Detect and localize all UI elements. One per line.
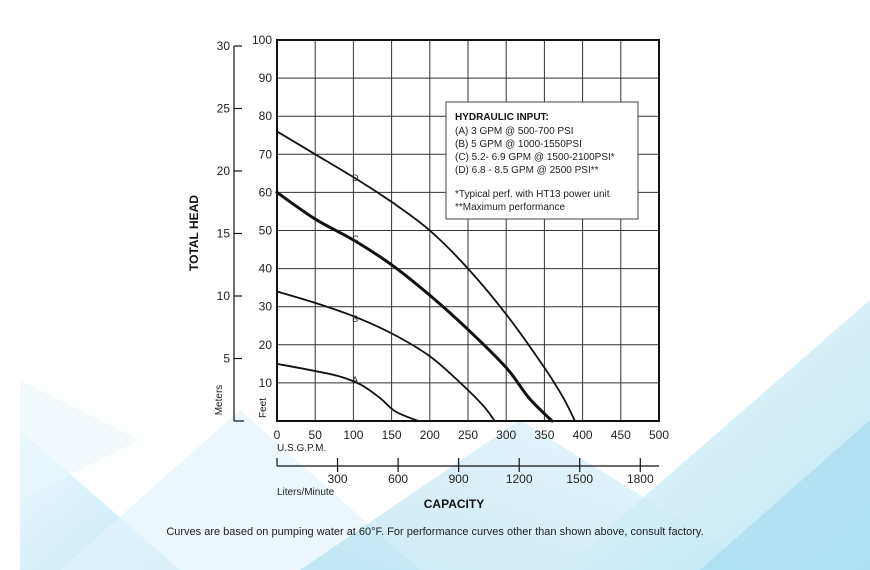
curve-c	[275, 190, 554, 423]
gpm-unit-label: U.S.G.P.M.	[277, 443, 326, 454]
legend-item-c: (C) 5.2- 6.9 GPM @ 1500-2100PSI*	[455, 152, 615, 163]
feet-axis: 10 20 30 40 50 60 70 80 90 100	[252, 33, 272, 390]
feet-tick-label: 100	[252, 33, 272, 47]
legend-note-1: *Typical perf. with HT13 power unit	[455, 189, 610, 200]
feet-tick-label: 50	[259, 224, 273, 238]
gpm-tick-label: 250	[458, 428, 478, 442]
gpm-tick-label: 500	[649, 428, 669, 442]
meter-tick-label: 5	[223, 352, 230, 366]
meters-axis: 5 10 15 20 25 30	[217, 39, 244, 422]
lpm-axis: 300 600 900 1200 1500 1800	[276, 458, 659, 486]
lpm-tick-label: 1500	[566, 472, 593, 486]
feet-tick-label: 40	[259, 262, 273, 276]
lpm-unit-label: Liters/Minute	[277, 487, 335, 498]
chart-footnote: Curves are based on pumping water at 60°…	[166, 526, 704, 538]
legend-item-d: (D) 6.8 - 8.5 GPM @ 2500 PSI**	[455, 165, 599, 176]
gpm-tick-label: 100	[343, 428, 363, 442]
gpm-tick-label: 400	[573, 428, 593, 442]
feet-tick-label: 70	[259, 147, 273, 161]
legend-note-2: **Maximum performance	[455, 202, 565, 213]
curve-a	[276, 362, 420, 422]
curve-label-c: C	[352, 234, 359, 244]
curve-d	[276, 130, 576, 422]
meter-tick-label: 25	[217, 101, 231, 115]
meter-tick-label: 30	[217, 39, 231, 53]
curve-label-b: B	[352, 314, 358, 324]
gpm-tick-label: 450	[611, 428, 631, 442]
legend-box: HYDRAULIC INPUT: (A) 3 GPM @ 500-700 PSI…	[445, 101, 639, 220]
gpm-axis: 0 50 100 150 200 250 300 350 400 450 500	[274, 428, 670, 442]
lpm-tick-label: 1200	[506, 472, 533, 486]
legend-title: HYDRAULIC INPUT:	[455, 112, 549, 123]
feet-tick-label: 10	[259, 376, 273, 390]
meters-unit-label: Meters	[214, 385, 225, 416]
meter-tick-label: 20	[217, 164, 231, 178]
lpm-tick-label: 900	[449, 472, 469, 486]
feet-tick-label: 20	[259, 338, 273, 352]
gpm-tick-label: 300	[496, 428, 516, 442]
gpm-tick-label: 350	[534, 428, 554, 442]
gpm-tick-label: 150	[382, 428, 402, 442]
gpm-tick-label: 0	[274, 428, 281, 442]
curve-b	[276, 290, 496, 422]
feet-unit-label: Feet	[258, 398, 269, 418]
legend-item-b: (B) 5 GPM @ 1000-1550PSI	[455, 139, 582, 150]
curve-label-a: A	[352, 375, 358, 385]
gpm-tick-label: 50	[309, 428, 323, 442]
x-axis-title: CAPACITY	[424, 497, 484, 511]
curve-label-d: D	[352, 173, 359, 183]
feet-tick-label: 30	[259, 300, 273, 314]
gpm-tick-label: 200	[420, 428, 440, 442]
feet-tick-label: 60	[259, 185, 273, 199]
legend-item-a: (A) 3 GPM @ 500-700 PSI	[455, 126, 574, 137]
lpm-tick-label: 600	[388, 472, 408, 486]
y-axis-title: TOTAL HEAD	[187, 195, 201, 271]
meter-tick-label: 10	[217, 289, 231, 303]
meter-tick-label: 15	[217, 227, 231, 241]
plot-frame	[276, 39, 660, 422]
feet-tick-label: 80	[259, 109, 273, 123]
chart-curve-labels: A B C D	[352, 173, 359, 385]
lpm-tick-label: 300	[328, 472, 348, 486]
chart-curves	[275, 130, 576, 423]
feet-tick-label: 90	[259, 71, 273, 85]
lpm-tick-label: 1800	[627, 472, 654, 486]
